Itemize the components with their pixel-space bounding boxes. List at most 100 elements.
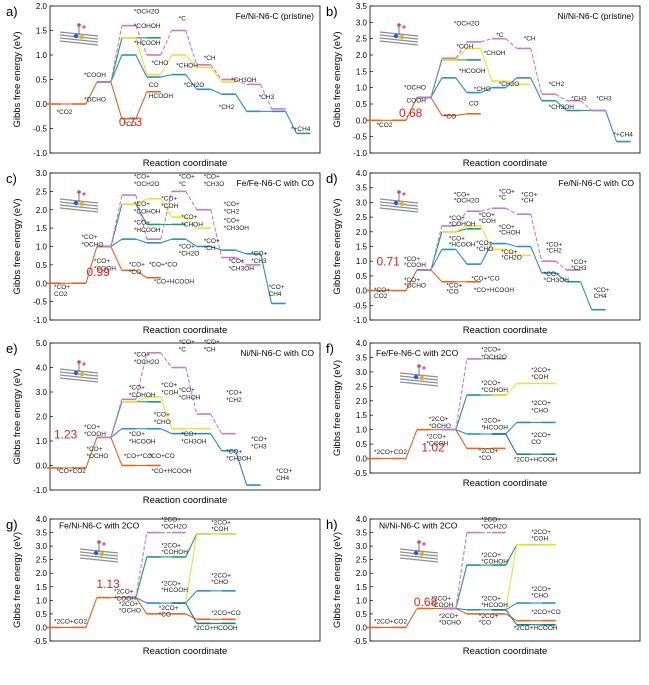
panel-c: c) Fe/Fe-N6-C with CO -1.0 -0.5 0.0 0.5 1.0 1.5… (6, 169, 321, 336)
x-axis-label: Reaction coordinate (463, 646, 548, 657)
intermediate-label: *CO+ (226, 389, 242, 396)
transition-line (85, 437, 98, 469)
intermediate-label: *CO+ (251, 251, 267, 258)
intermediate-label: *2CO+ (431, 595, 451, 602)
intermediate-label: *CHO (151, 60, 168, 67)
intermediate-label: *CO+HCOOH (474, 287, 515, 294)
intermediate-label: *CH3 (251, 258, 267, 265)
y-tick-label: 1.0 (36, 596, 48, 605)
transition-line (185, 238, 198, 247)
transition-line (455, 113, 467, 116)
transition-line (185, 602, 198, 624)
y-tick-label: 0.5 (356, 440, 368, 449)
panel-b: b) Ni/Ni-N6-C (pristine) -1.0 -0.5 0.0 0.5 1.0… (326, 2, 641, 169)
transition-line (405, 97, 418, 121)
intermediate-label: *CO+ (134, 174, 150, 181)
transition-line (405, 429, 418, 459)
intermediate-label: *CH3OH (544, 277, 570, 284)
intermediate-label: *OCHO (119, 608, 141, 615)
y-tick-label: 2.5 (36, 187, 48, 196)
intermediate-label: *COOH (84, 431, 106, 438)
y-tick-label: -0.5 (353, 301, 367, 310)
intermediate-label: *CH (524, 35, 536, 42)
intermediate-label: *CO+ (404, 277, 420, 284)
transition-line (505, 544, 518, 610)
rate-limiting-value: 0.71 (376, 255, 400, 269)
transition-line (235, 257, 247, 266)
panel-letter: h) (326, 517, 338, 532)
intermediate-label: *OCHO (84, 97, 106, 104)
intermediate-label: *+CH4 (614, 132, 634, 139)
intermediate-label: *COOH (94, 265, 116, 272)
panel-g: g) -0.5 0.0 0.5 1.0 1.5 2.0 2.5 3.0 3.5 4.0 Gibbs f… (6, 515, 321, 657)
intermediate-label: *2CO+ (531, 400, 551, 407)
intermediate-label: CO (531, 439, 541, 446)
transition-line (505, 544, 518, 566)
series-teal (491, 609, 556, 626)
intermediate-label: *CO+ (161, 382, 177, 389)
y-axis-label: Gibbs free energy (eV) (12, 198, 23, 294)
transition-line (110, 428, 123, 438)
panel-letter: d) (326, 171, 338, 186)
intermediate-label: *CO+ (499, 189, 515, 196)
intermediate-label: *COHOH (129, 392, 156, 399)
intermediate-label: *CO+ (449, 236, 465, 243)
y-tick-label: -0.5 (353, 469, 367, 478)
panel-a: a) Fe/Ni-N6-C (pristine) -1.0 -0.5 0.0 0.5 1.0… (6, 2, 321, 169)
transition-line (480, 225, 493, 250)
transition-line (505, 602, 518, 611)
intermediate-label: *CH (204, 245, 216, 252)
transition-line (185, 191, 198, 211)
intermediate-label: *CH2 (219, 104, 235, 111)
series-pink (96, 24, 286, 110)
series-blue (96, 427, 261, 486)
y-tick-label: -0.5 (33, 125, 47, 134)
transition-line (210, 433, 223, 452)
intermediate-label: *COH (161, 389, 178, 396)
intermediate-label: *HCOOH (129, 438, 156, 445)
intermediate-label: *2CO+ (161, 517, 181, 524)
intermediate-label: *COOH (114, 595, 136, 602)
intermediate-label: *C (179, 181, 187, 188)
y-tick-label: 1.0 (36, 51, 48, 60)
plot-frame (49, 518, 321, 642)
intermediate-label: *2CO+ (161, 580, 181, 587)
y-tick-label: 1.0 (356, 84, 368, 93)
intermediate-label: *2CO+ (479, 613, 499, 620)
y-tick-label: 2.5 (356, 382, 368, 391)
transition-line (505, 422, 518, 435)
transition-line (135, 238, 147, 244)
intermediate-label: *CO+ (476, 240, 492, 247)
y-axis-label: Gibbs free energy (eV) (332, 360, 343, 456)
transition-line (210, 413, 223, 434)
transition-line (505, 383, 518, 396)
transition-line (160, 428, 172, 435)
intermediate-label: *CO+ (179, 387, 195, 394)
rate-limiting-value: 1.23 (54, 428, 78, 442)
transition-line (160, 396, 173, 429)
intermediate-label: *OCHO (404, 283, 426, 290)
intermediate-label: *HCOOH (134, 227, 161, 234)
y-tick-label: 2.0 (36, 206, 48, 215)
transition-line (185, 613, 197, 620)
series-pink (416, 207, 581, 271)
intermediate-label: *CO+ (134, 351, 150, 358)
intermediate-label: *OCH2O (134, 181, 160, 188)
intermediate-label: *CHO (211, 579, 228, 586)
intermediate-label: *CH (521, 197, 533, 204)
intermediate-label: *CO (479, 455, 491, 462)
y-tick-label: 3.0 (36, 388, 48, 397)
transition-line (160, 74, 172, 78)
y-tick-label: 1.5 (356, 243, 368, 252)
transition-line (110, 437, 123, 466)
intermediate-label: *OCHO (439, 620, 461, 627)
transition-line (110, 194, 123, 247)
transition-line (85, 81, 98, 105)
intermediate-label: *CO (124, 121, 136, 128)
intermediate-label: *CO+*CO (149, 262, 177, 269)
intermediate-label: *2CO+ (481, 417, 501, 424)
transition-line (210, 64, 223, 80)
y-tick-label: 3.0 (356, 198, 368, 207)
series-pink (416, 37, 606, 112)
y-axis-label: Gibbs free energy (eV) (12, 532, 23, 628)
